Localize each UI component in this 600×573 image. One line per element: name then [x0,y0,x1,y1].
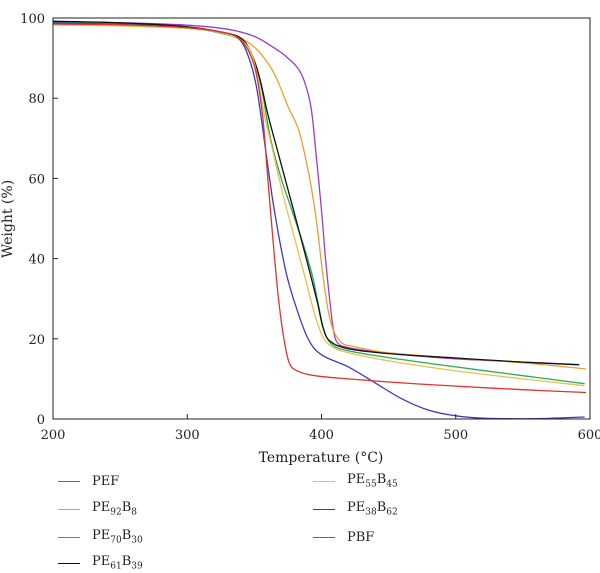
series-line-pe61b39 [52,20,580,366]
series-line-pe70b30 [52,21,585,385]
legend-swatch [313,508,335,510]
axes: 200 300 400 500 600 0 20 40 60 80 100 [20,12,600,443]
series-line-pe55b45 [52,24,585,387]
legend-item-pe92b8: PE92B8 [58,499,137,519]
legend-label: PE61B39 [92,554,143,572]
legend-item-pe70b30: PE70B30 [58,527,143,547]
legend-swatch [58,536,80,538]
legend-swatch [58,480,80,482]
legend-item-pe61b39: PE61B39 [58,553,143,573]
y-tick-label: 80 [28,92,45,107]
y-tick-label: 0 [37,413,45,428]
legend-label: PEF [92,473,120,489]
x-tick-label: 300 [175,428,200,443]
legend-swatch [58,562,80,564]
legend-label: PE70B30 [92,528,143,546]
legend-label: PE55B45 [347,472,398,490]
legend-label: PE38B62 [347,500,398,518]
legend-label: PBF [347,529,375,545]
series-line-pef [52,21,580,366]
plot-area [52,20,587,420]
legend-item-pbf: PBF [313,527,374,547]
legend-label: PE92B8 [92,500,137,518]
x-axis-label: Temperature (°C) [259,450,384,466]
legend-item-pef: PEF [58,471,119,491]
y-tick-label: 60 [28,172,45,187]
legend-swatch [313,536,335,538]
series-line-pe92b8 [52,22,587,370]
y-tick-label: 100 [20,12,45,27]
x-tick-label: 400 [309,428,334,443]
series-line-pbf [52,23,587,394]
y-tick-label: 40 [28,253,45,268]
y-tick-label: 20 [28,333,45,348]
x-tick-label: 600 [578,428,600,443]
series-line-pe38b62 [52,22,585,420]
x-tick-label: 200 [41,428,66,443]
plot-frame [52,17,591,420]
legend-swatch [313,480,335,482]
x-tick-label: 500 [443,428,468,443]
legend-item-pe38b62: PE38B62 [313,499,398,519]
legend-swatch [58,508,80,510]
y-axis-label: Weight (%) [0,180,16,258]
chart-plot: 200 300 400 500 600 0 20 40 60 80 100 Weight (%) T… [0,12,600,466]
legend-item-pe55b45: PE55B45 [313,471,398,491]
